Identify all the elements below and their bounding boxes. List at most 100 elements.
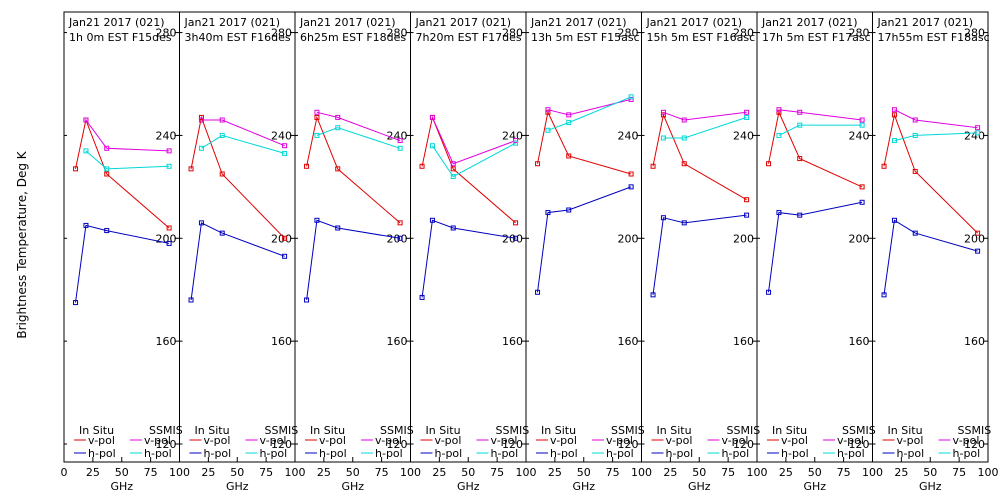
data-point-ssmis_h [429,143,435,149]
x-axis-label: GHz [341,480,364,493]
data-point-ssmis_h [628,94,634,100]
data-point-ssmis_h [912,132,918,138]
series-line-ssmis_v [778,109,863,121]
data-point-insitu_v [198,114,204,120]
y-tick-label: 120 [964,438,985,451]
x-axis-label: GHz [803,480,826,493]
series-line-insitu_h [768,201,863,293]
y-tick-label: 160 [271,335,292,348]
x-axis-label: GHz [572,480,595,493]
data-point-insitu_h [450,225,456,231]
legend-title-insitu: In Situ [888,424,923,437]
data-point-insitu_h [188,297,194,303]
panel-7: Jan21 2017 (021) 17h 5m EST F17asc 120 160 2… [756,11,883,493]
y-tick-label: 280 [387,27,408,40]
data-point-insitu_h [219,230,225,236]
legend-title-insitu: In Situ [657,424,692,437]
y-tick-label: 240 [964,129,985,142]
legend-title-ssmis: SSMIS [149,424,183,437]
data-point-insitu_h [304,297,310,303]
legend-label-insitu-v_pol: v-pol [319,434,346,447]
data-point-insitu_h [891,217,897,223]
data-point-insitu_v [188,166,194,172]
data-point-ssmis_v [776,107,782,113]
legend-label-ssmis-h_pol: h-pol [375,447,403,460]
data-point-insitu_h [545,210,551,216]
y-tick-label: 240 [271,129,292,142]
data-point-insitu_v [282,235,288,241]
legend-title-insitu: In Situ [79,424,114,437]
y-tick-label: 160 [964,335,985,348]
y-tick-label: 240 [156,129,177,142]
data-point-insitu_v [660,112,666,118]
legend-title-insitu: In Situ [310,424,345,437]
series-line-insitu_v [421,115,516,224]
data-point-insitu_v [73,166,79,172]
x-tick-label: 75 [952,466,966,479]
panel-5: Jan21 2017 (021) 13h 5m EST F15asc 120 160 2… [525,11,652,493]
data-point-insitu_v [397,220,403,226]
series-line-ssmis_v [663,111,747,121]
x-tick-label: 75 [606,466,620,479]
x-tick-label: 25 [894,466,908,479]
legend-label-ssmis-v_pol: v-pol [606,434,633,447]
y-tick-label: 160 [849,335,870,348]
data-point-insitu_h [429,217,435,223]
panel-2: Jan21 2017 (021) 3h40m EST F16des 120 160 20… [179,11,306,493]
legend-label-insitu-v_pol: v-pol [204,434,231,447]
series-line-ssmis_h [316,127,401,149]
data-point-ssmis_h [859,122,865,128]
y-axis-label: Brightness Temperature, Deg K [15,150,29,338]
series-line-insitu_v [75,118,170,229]
y-tick-label: 120 [502,438,523,451]
data-point-ssmis_v [660,109,666,115]
data-point-ssmis_h [104,166,110,172]
data-point-insitu_v [104,171,110,177]
panel-title-date: Jan21 2017 (021) [646,16,743,29]
x-tick-label: 0 [61,466,68,479]
x-tick-label: 75 [721,466,735,479]
panel-title-time: 13h 5m EST F15asc [531,31,640,44]
data-point-ssmis_h [513,140,519,146]
data-point-ssmis_v [397,138,403,144]
y-tick-label: 240 [849,129,870,142]
y-tick-label: 160 [156,335,177,348]
data-point-ssmis_v [450,161,456,167]
panel-6: Jan21 2017 (021) 15h 5m EST F16asc 120 160 2… [641,11,768,493]
legend-label-ssmis-h_pol: h-pol [722,447,750,460]
data-point-ssmis_v [282,143,288,149]
series-line-insitu_v [883,113,978,234]
data-point-insitu_h [912,230,918,236]
data-point-ssmis_h [83,148,89,154]
data-point-insitu_h [859,199,865,205]
y-tick-label: 120 [618,438,639,451]
x-tick-label: 50 [346,466,360,479]
panel-title-date: Jan21 2017 (021) [415,16,512,29]
legend-label-insitu-h_pol: h-pol [204,447,232,460]
legend-label-insitu-h_pol: h-pol [781,447,809,460]
series-line-insitu_v [537,110,632,175]
series-line-insitu_h [652,214,747,295]
legend-title-insitu: In Situ [426,424,461,437]
data-point-ssmis_h [397,145,403,151]
series-line-ssmis_h [663,116,747,139]
y-tick-label: 200 [964,232,985,245]
y-tick-label: 120 [271,438,292,451]
data-point-ssmis_h [314,132,320,138]
data-point-ssmis_v [83,117,89,123]
x-tick-label: 75 [144,466,158,479]
legend-label-insitu-v_pol: v-pol [550,434,577,447]
data-point-insitu_v [881,163,887,169]
x-tick-label: 100 [516,466,537,479]
data-point-ssmis_v [314,109,320,115]
y-tick-label: 280 [964,27,985,40]
series-line-insitu_v [652,113,747,201]
x-axis-label: GHz [919,480,942,493]
data-point-insitu_h [797,212,803,218]
legend-label-ssmis-h_pol: h-pol [606,447,634,460]
data-point-insitu_h [419,294,425,300]
